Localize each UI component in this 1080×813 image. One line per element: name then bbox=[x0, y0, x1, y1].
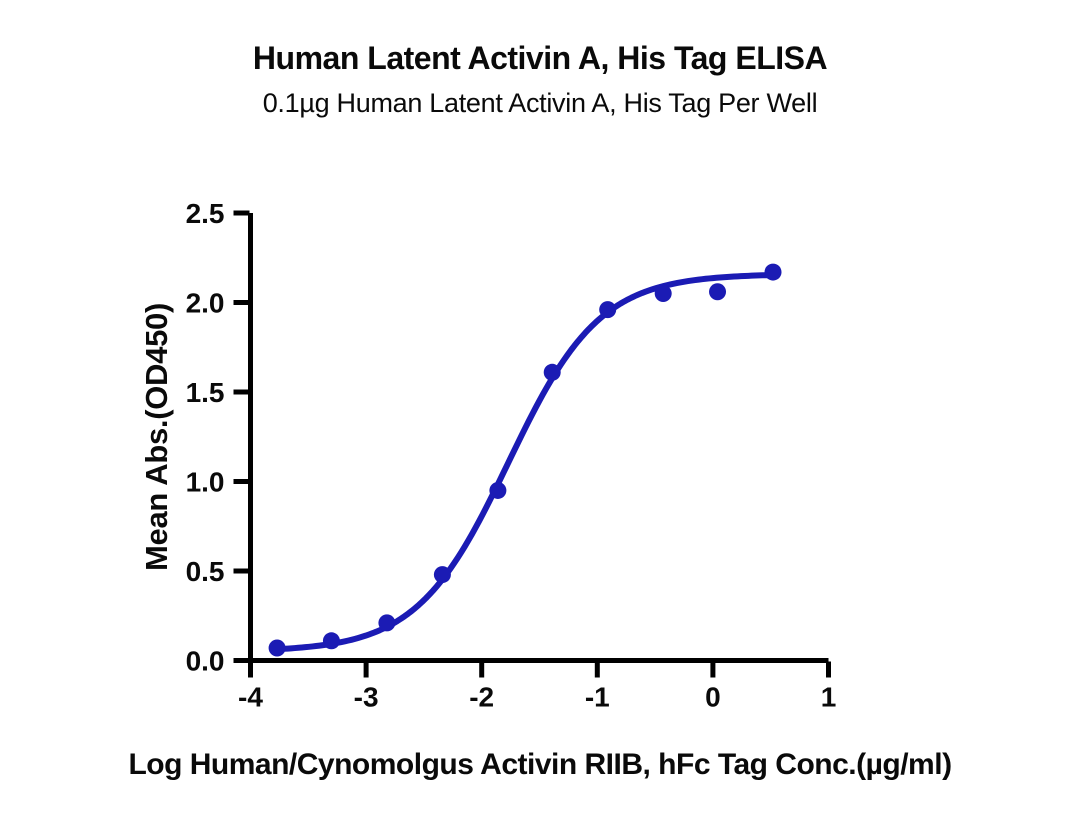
axes-line bbox=[248, 213, 829, 663]
x-tick-label: -4 bbox=[238, 682, 263, 713]
data-point bbox=[433, 566, 451, 584]
y-tick-label: 1.5 bbox=[186, 377, 225, 408]
data-point bbox=[654, 285, 672, 303]
x-tick-label: -1 bbox=[585, 682, 610, 713]
y-tick-label: 2.5 bbox=[186, 198, 225, 229]
x-tick-label: -2 bbox=[469, 682, 494, 713]
y-tick-label: 1.0 bbox=[186, 467, 225, 498]
data-point bbox=[764, 263, 782, 281]
data-point bbox=[322, 632, 340, 650]
data-point bbox=[709, 283, 727, 301]
data-point bbox=[543, 363, 561, 381]
data-point bbox=[268, 639, 286, 657]
data-point bbox=[378, 614, 396, 632]
chart-title: Human Latent Activin A, His Tag ELISA bbox=[252, 40, 828, 76]
data-point bbox=[489, 481, 507, 499]
fit-curve bbox=[274, 272, 777, 653]
chart-subtitle: 0.1µg Human Latent Activin A, His Tag Pe… bbox=[262, 88, 818, 118]
y-axis-label: Mean Abs.(OD450) bbox=[139, 303, 174, 571]
y-tick-label: 2.0 bbox=[186, 288, 225, 319]
x-tick-label: -3 bbox=[354, 682, 379, 713]
y-tick-label: 0.0 bbox=[186, 646, 225, 677]
data-point bbox=[599, 301, 617, 319]
x-tick-label: 0 bbox=[705, 682, 721, 713]
x-tick-label: 1 bbox=[821, 682, 837, 713]
x-axis-label: Log Human/Cynomolgus Activin RIIB, hFc T… bbox=[128, 748, 952, 781]
y-tick-label: 0.5 bbox=[186, 556, 225, 587]
